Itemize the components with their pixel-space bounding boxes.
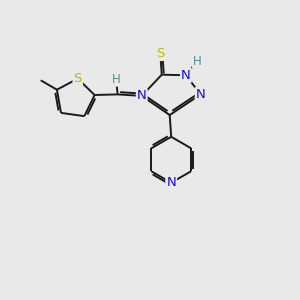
- Text: N: N: [196, 88, 206, 101]
- Text: N: N: [137, 89, 147, 102]
- Text: N: N: [166, 176, 176, 189]
- Text: S: S: [74, 72, 82, 85]
- Text: H: H: [193, 55, 202, 68]
- Text: N: N: [181, 69, 191, 82]
- Text: S: S: [156, 47, 164, 60]
- Text: H: H: [112, 73, 121, 85]
